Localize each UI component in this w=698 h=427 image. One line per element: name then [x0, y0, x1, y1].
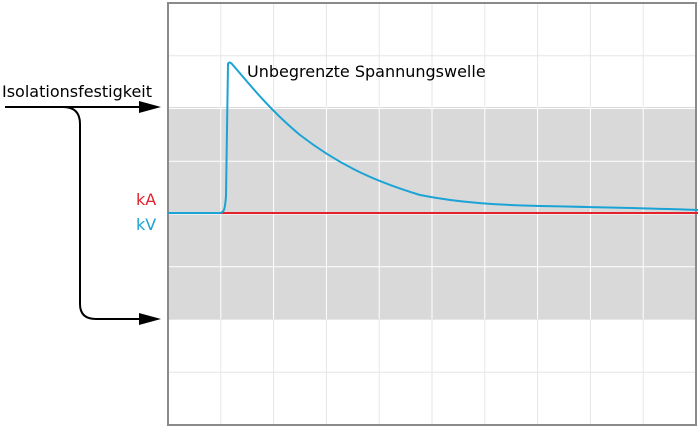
isolation-arrows — [5, 101, 161, 325]
wave-label: Unbegrenzte Spannungswelle — [247, 62, 486, 81]
voltage-wave — [168, 61, 698, 214]
isolation-label: Isolationsfestigkeit — [2, 82, 152, 101]
lower-arrow-head-icon — [139, 313, 161, 325]
upper-arrow-head-icon — [139, 101, 161, 113]
voltage-unit-label: kV — [136, 215, 156, 234]
branch-line — [62, 106, 145, 320]
current-unit-label: kA — [136, 190, 156, 209]
